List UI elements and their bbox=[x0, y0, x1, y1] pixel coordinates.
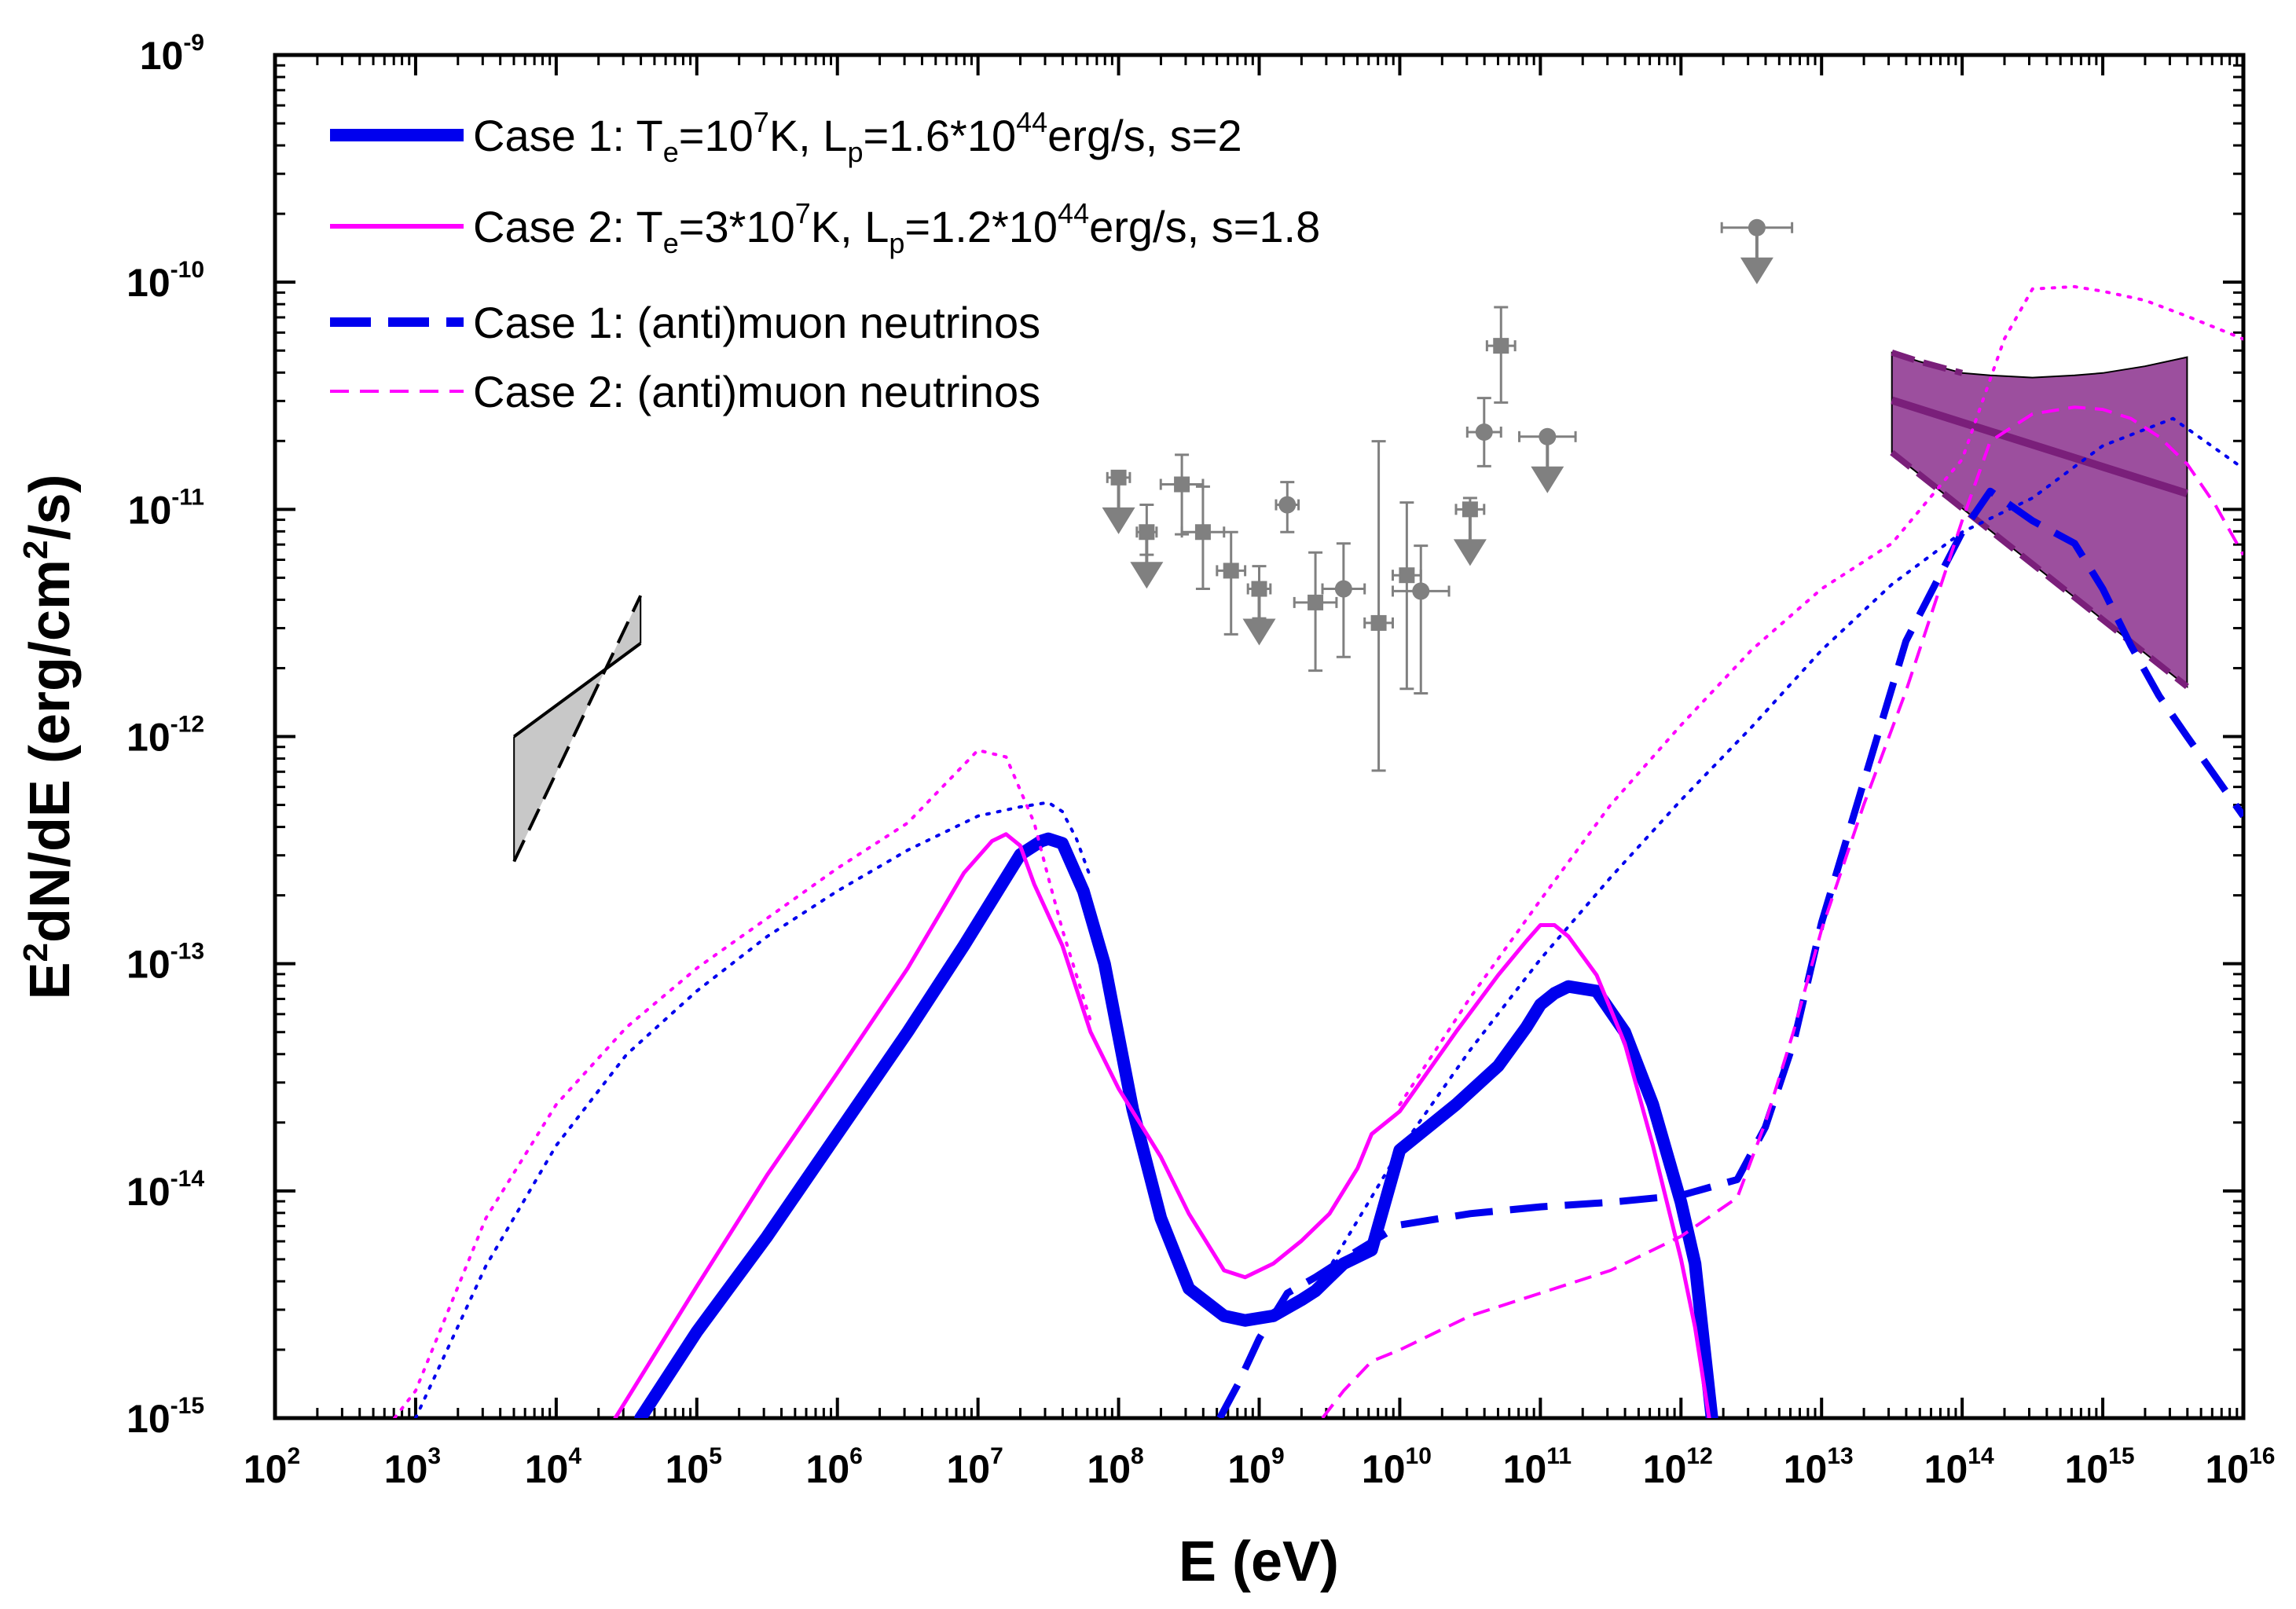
x-tick-label: 1015 bbox=[2065, 1443, 2135, 1491]
data-point-square bbox=[1223, 563, 1239, 579]
legend-entry-case2: Case 2: Te=3*107K, Lp=1.2*1044erg/s, s=1… bbox=[330, 197, 1320, 259]
series-lines bbox=[393, 284, 2243, 1418]
y-axis-title: E2dN/dE (erg/cm2/s) bbox=[17, 474, 82, 999]
y-tick-label: 10-9 bbox=[140, 30, 204, 78]
data-point-circle bbox=[1475, 423, 1493, 442]
legend-entry-case2-neutrinos: Case 2: (anti)muon neutrinos bbox=[330, 367, 1040, 416]
x-tick-label: 108 bbox=[1087, 1443, 1143, 1491]
y-tick-label: 10-13 bbox=[127, 939, 204, 987]
legend-entry-case1-neutrinos: Case 1: (anti)muon neutrinos bbox=[330, 298, 1040, 347]
neutrino-band-bestfit bbox=[1891, 396, 2188, 497]
legend: Case 1: Te=107K, Lp=1.6*1044erg/s, s=2 C… bbox=[330, 106, 1320, 416]
x-tick-label: 1014 bbox=[1924, 1443, 1994, 1491]
upper-limit-arrow bbox=[1242, 618, 1276, 646]
x-tick-label: 1011 bbox=[1503, 1443, 1572, 1491]
bands bbox=[512, 349, 2189, 863]
data-point-square bbox=[1194, 524, 1211, 541]
x-tick-label: 103 bbox=[384, 1443, 441, 1491]
data-point-square bbox=[1493, 338, 1509, 354]
tick-labels: 102 103 104 105 106 107 108 109 1010 1011 1012 1013… bbox=[127, 30, 2275, 1491]
data-point-square bbox=[1174, 476, 1190, 493]
x-tick-label: 107 bbox=[946, 1443, 1003, 1491]
series-line-case1-sync bbox=[413, 801, 1092, 1418]
series-line-case2-sync bbox=[393, 748, 1092, 1418]
x-tick-label: 1010 bbox=[1362, 1443, 1432, 1491]
x-tick-label: 109 bbox=[1227, 1443, 1284, 1491]
neutrino-band-lower-edge bbox=[1890, 449, 2189, 690]
gamma-data-points bbox=[1102, 218, 1794, 772]
y-tick-label: 10-10 bbox=[127, 257, 204, 305]
xray-band-bestfit bbox=[513, 642, 642, 739]
xray-band-edge bbox=[512, 595, 643, 863]
series-line-case1-nu bbox=[1216, 487, 2243, 1418]
data-point-square bbox=[1399, 567, 1415, 584]
upper-limit-arrow bbox=[1102, 507, 1135, 534]
neutrino-band-fill bbox=[1891, 351, 2188, 688]
x-axis-title: E (eV) bbox=[1179, 1530, 1339, 1593]
legend-label-case2: Case 2: Te=3*107K, Lp=1.2*1044erg/s, s=1… bbox=[473, 197, 1320, 259]
neutrino-band-upper-edge bbox=[1891, 349, 1964, 376]
data-point-circle bbox=[1412, 582, 1430, 600]
x-tick-label: 104 bbox=[525, 1443, 582, 1491]
x-tick-label: 102 bbox=[244, 1443, 300, 1491]
data-point-square bbox=[1308, 594, 1324, 610]
legend-label-case2-neutrinos: Case 2: (anti)muon neutrinos bbox=[473, 367, 1040, 416]
upper-limit-arrow bbox=[1130, 562, 1164, 589]
x-tick-label: 1013 bbox=[1784, 1443, 1854, 1491]
series-line-case1-ic bbox=[1314, 416, 2243, 1293]
data-point-square bbox=[1370, 614, 1387, 631]
data-point-circle bbox=[1334, 580, 1352, 598]
y-tick-label: 10-12 bbox=[127, 712, 204, 760]
upper-limit-arrow bbox=[1531, 466, 1564, 493]
upper-limit-arrow bbox=[1453, 539, 1487, 566]
legend-label-case1-neutrinos: Case 1: (anti)muon neutrinos bbox=[473, 298, 1040, 347]
x-tick-label: 106 bbox=[806, 1443, 863, 1491]
x-tick-label: 1016 bbox=[2206, 1443, 2276, 1491]
x-tick-label: 1012 bbox=[1643, 1443, 1713, 1491]
axis-ticks bbox=[273, 53, 2245, 1420]
upper-limit-arrow bbox=[1740, 257, 1773, 284]
series-line-case2-ic bbox=[1398, 284, 2243, 1106]
x-tick-label: 105 bbox=[666, 1443, 722, 1491]
legend-label-case1: Case 1: Te=107K, Lp=1.6*1044erg/s, s=2 bbox=[473, 106, 1242, 168]
data-point-circle bbox=[1278, 496, 1297, 514]
y-tick-label: 10-11 bbox=[128, 484, 204, 532]
series-line-case2-total bbox=[613, 832, 1711, 1418]
y-tick-label: 10-14 bbox=[127, 1166, 204, 1214]
legend-entry-case1: Case 1: Te=107K, Lp=1.6*1044erg/s, s=2 bbox=[330, 106, 1242, 168]
y-tick-label: 10-15 bbox=[127, 1393, 204, 1441]
series-line-case2-nu bbox=[1321, 405, 2243, 1418]
